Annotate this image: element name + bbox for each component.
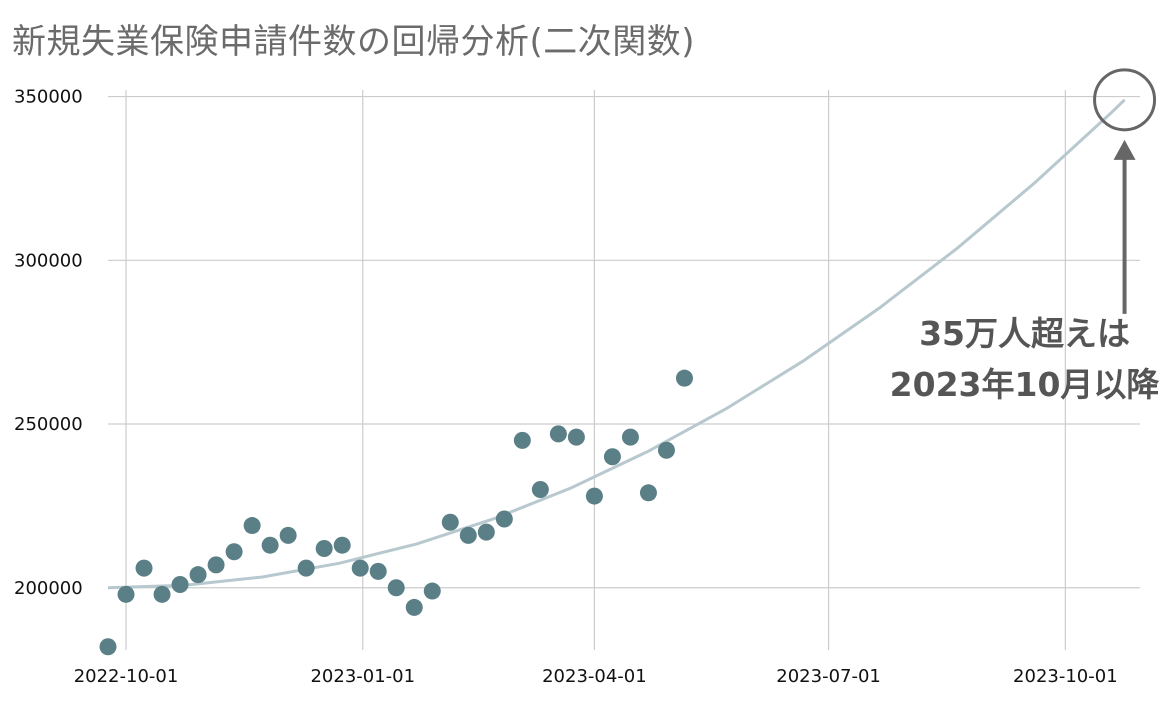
data-point: [117, 585, 135, 603]
x-tick-label: 2023-10-01: [1013, 666, 1118, 687]
data-point: [135, 559, 153, 577]
y-tick-label: 350000: [14, 87, 83, 108]
data-point: [477, 523, 495, 541]
annotation-text: 2023年10月以降: [890, 365, 1161, 404]
y-tick-label: 200000: [14, 578, 83, 599]
data-point: [657, 441, 675, 459]
data-point: [639, 484, 657, 502]
data-point: [459, 526, 477, 544]
chart-title: 新規失業保険申請件数の回帰分析(二次関数): [12, 22, 696, 62]
y-axis: 200000 250000 300000 350000: [14, 87, 83, 599]
highlight-circle: [1093, 68, 1157, 132]
y-tick-label: 250000: [14, 414, 83, 435]
data-point: [675, 369, 693, 387]
data-point: [333, 536, 351, 554]
regression-curve: [107, 98, 1126, 590]
data-point: [513, 431, 531, 449]
data-point: [99, 638, 117, 656]
x-tick-label: 2022-10-01: [74, 666, 179, 687]
data-point: [261, 536, 279, 554]
x-tick-label: 2023-07-01: [776, 666, 881, 687]
annotation: 35万人超えは 2023年10月以降: [890, 68, 1161, 404]
x-tick-label: 2023-01-01: [310, 666, 415, 687]
data-point: [441, 513, 459, 531]
data-point: [279, 526, 297, 544]
data-point: [495, 510, 513, 528]
data-point: [531, 481, 549, 499]
y-tick-label: 300000: [14, 250, 83, 271]
data-point: [315, 539, 333, 557]
data-point: [243, 517, 261, 535]
x-tick-label: 2023-04-01: [542, 666, 647, 687]
arrow-head: [1113, 139, 1136, 160]
data-point: [225, 543, 243, 561]
data-point: [207, 556, 225, 574]
data-point: [297, 559, 315, 577]
data-point: [171, 576, 189, 594]
annotation-text: 35万人超えは: [919, 314, 1130, 353]
grid-lines: [108, 90, 1140, 650]
data-points: [99, 369, 693, 656]
data-point: [567, 428, 585, 446]
data-point: [369, 562, 387, 580]
data-point: [153, 585, 171, 603]
data-point: [351, 559, 369, 577]
data-point: [387, 579, 405, 597]
data-point: [621, 428, 639, 446]
data-point: [585, 487, 603, 505]
data-point: [189, 566, 207, 584]
data-point: [405, 598, 423, 616]
data-point: [603, 448, 621, 466]
data-point: [423, 582, 441, 600]
data-point: [549, 425, 567, 443]
x-axis: 2022-10-01 2023-01-01 2023-04-01 2023-07-01…: [74, 666, 1118, 687]
